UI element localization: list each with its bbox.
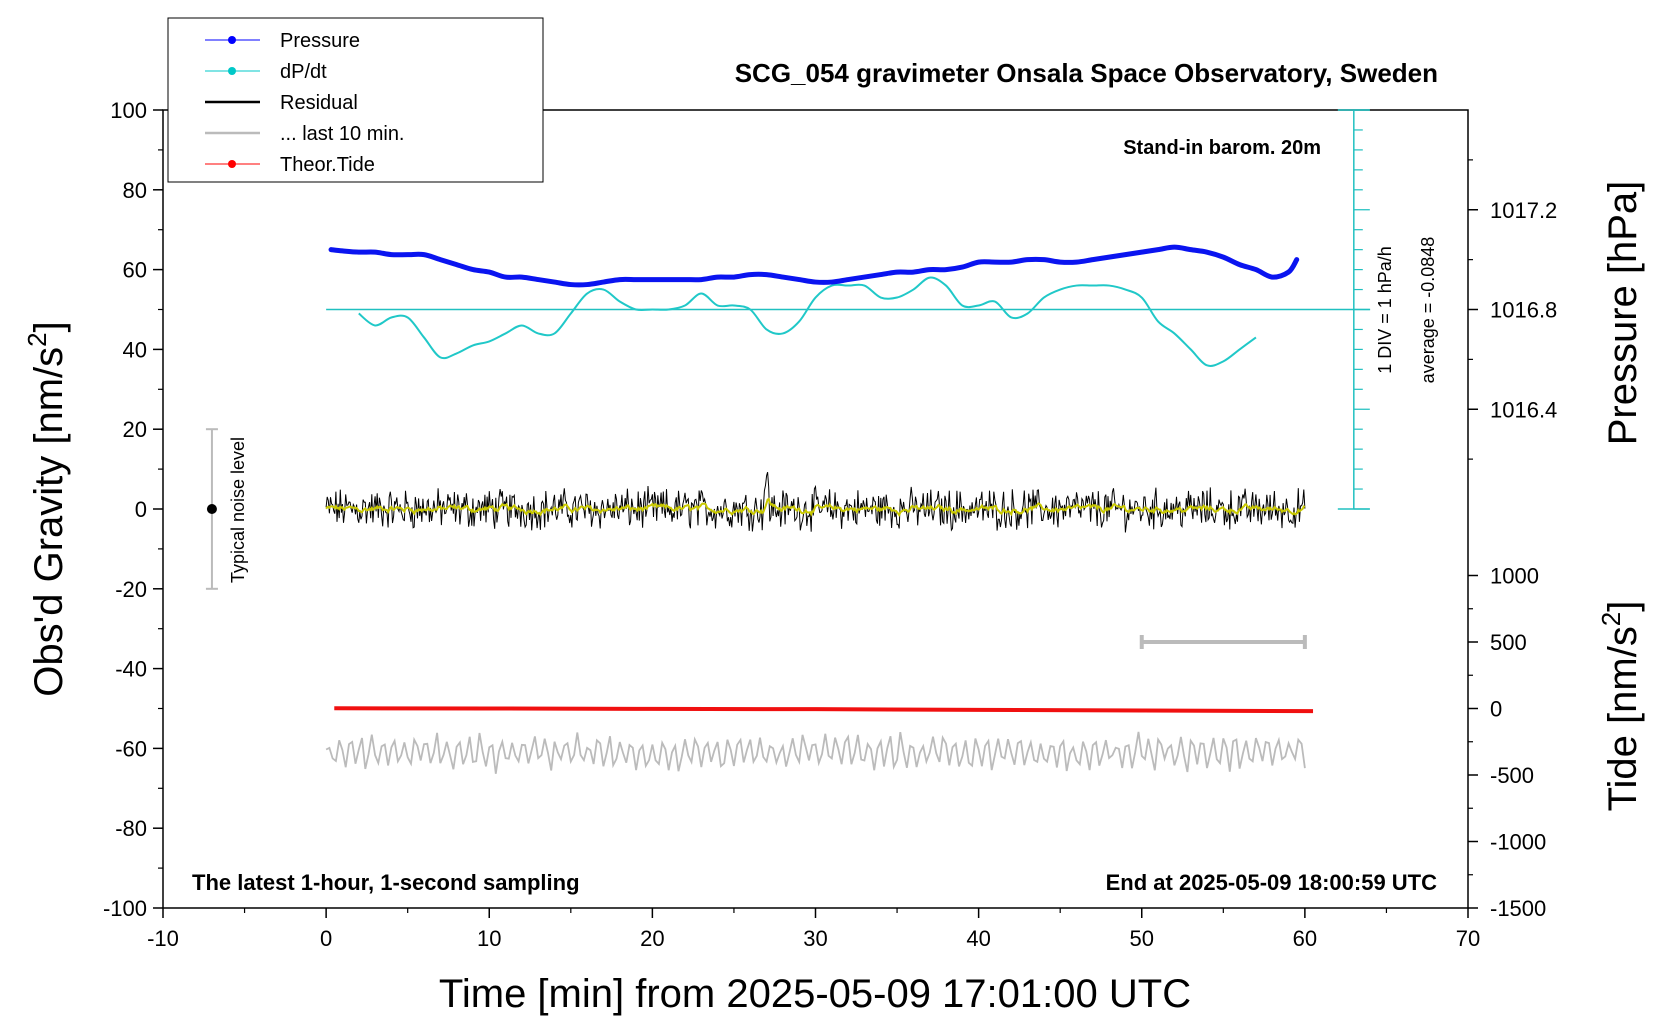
tide-tick-label: 500 bbox=[1490, 630, 1527, 655]
y-tick-label: 0 bbox=[135, 497, 147, 522]
div-scale-label: 1 DIV = 1 hPa/h bbox=[1375, 246, 1395, 374]
y-axis-title-main: Obs'd Gravity [nm/s bbox=[27, 347, 71, 697]
tide-tick-label: -1000 bbox=[1490, 830, 1546, 855]
y-tick-label: 100 bbox=[110, 98, 147, 123]
x-tick-label: 20 bbox=[640, 926, 664, 951]
pressure-line bbox=[328, 244, 1300, 288]
last-10-min-line bbox=[325, 731, 1306, 774]
tide-tick-label: 0 bbox=[1490, 697, 1502, 722]
dpdt-line bbox=[358, 276, 1257, 367]
x-axis-title: Time [min] from 2025-05-09 17:01:00 UTC bbox=[439, 972, 1191, 1016]
end-time-annotation: End at 2025-05-09 18:00:59 UTC bbox=[1106, 870, 1437, 895]
legend: Pressure dP/dt Residual ... last 10 min. The… bbox=[167, 17, 544, 183]
x-tick-label: 30 bbox=[803, 926, 827, 951]
y-tick-label: 80 bbox=[123, 178, 147, 203]
x-tick-label: 0 bbox=[320, 926, 332, 951]
noise-center-dot bbox=[206, 504, 217, 514]
y-tick-label: -20 bbox=[115, 577, 147, 602]
legend-label: ... last 10 min. bbox=[280, 123, 405, 145]
y-tick-label: -80 bbox=[115, 816, 147, 841]
x-tick-label: 10 bbox=[477, 926, 501, 951]
tide-axis-title-main: Tide [nm/s bbox=[1601, 626, 1645, 811]
tide-axis-title-end: ] bbox=[1601, 601, 1645, 612]
noise-level-marker bbox=[205, 428, 218, 590]
dpdt-series-layer bbox=[326, 276, 1371, 367]
pressure-axis-title: Pressure [hPa] bbox=[1601, 181, 1645, 446]
tide-line bbox=[334, 706, 1314, 714]
y-tick-label: -60 bbox=[115, 736, 147, 761]
axis-ticks-layer: -10 0 10 20 30 40 50 60 70100806040200-20-40-60-… bbox=[103, 98, 1557, 951]
legend-label: Residual bbox=[280, 92, 358, 114]
y-axis-title-sup: 2 bbox=[22, 332, 52, 346]
x-tick-label: 40 bbox=[966, 926, 990, 951]
legend-swatch-dot bbox=[228, 160, 236, 168]
y-axis-title: Obs'd Gravity [nm/s2] bbox=[22, 321, 71, 697]
pressure-tick-label: 1016.8 bbox=[1490, 298, 1557, 323]
y-tick-label: 20 bbox=[123, 417, 147, 442]
barometer-annotation: Stand-in barom. 20m bbox=[1123, 137, 1321, 159]
x-tick-label: -10 bbox=[147, 926, 179, 951]
legend-label: Theor.Tide bbox=[280, 154, 375, 176]
legend-label: Pressure bbox=[280, 30, 360, 52]
legend-swatch-dot bbox=[228, 36, 236, 44]
residual-line bbox=[325, 472, 1306, 533]
pressure-tick-label: 1017.2 bbox=[1490, 198, 1557, 223]
pressure-series-layer bbox=[328, 244, 1300, 288]
tide-tick-label: -500 bbox=[1490, 763, 1534, 788]
average-label: average = -0.0848 bbox=[1418, 237, 1438, 384]
y-tick-label: 40 bbox=[123, 337, 147, 362]
y-tick-label: 60 bbox=[123, 258, 147, 283]
tide-axis-title: Tide [nm/s2] bbox=[1596, 601, 1645, 812]
legend-box bbox=[167, 17, 544, 183]
last-10-min-trace-layer bbox=[325, 731, 1306, 774]
tide-series-layer bbox=[334, 635, 1314, 714]
y-tick-label: -100 bbox=[103, 896, 147, 921]
residual-series-layer bbox=[325, 472, 1306, 533]
tide-tick-label: 1000 bbox=[1490, 564, 1539, 589]
tide-tick-label: -1500 bbox=[1490, 896, 1546, 921]
x-tick-label: 70 bbox=[1456, 926, 1480, 951]
pressure-tick-label: 1016.4 bbox=[1490, 397, 1557, 422]
residual-smooth-line bbox=[325, 497, 1306, 517]
y-tick-label: -40 bbox=[115, 657, 147, 682]
chart-title: SCG_054 gravimeter Onsala Space Observat… bbox=[735, 58, 1438, 88]
y-axis-title-end: ] bbox=[27, 321, 71, 332]
x-tick-label: 50 bbox=[1130, 926, 1154, 951]
x-tick-label: 60 bbox=[1293, 926, 1317, 951]
noise-level-label: Typical noise level bbox=[228, 437, 248, 583]
legend-swatch-dot bbox=[228, 67, 236, 75]
latest-hour-annotation: The latest 1-hour, 1-second sampling bbox=[192, 870, 580, 895]
tide-axis-title-sup: 2 bbox=[1596, 612, 1626, 626]
legend-label: dP/dt bbox=[280, 61, 327, 83]
